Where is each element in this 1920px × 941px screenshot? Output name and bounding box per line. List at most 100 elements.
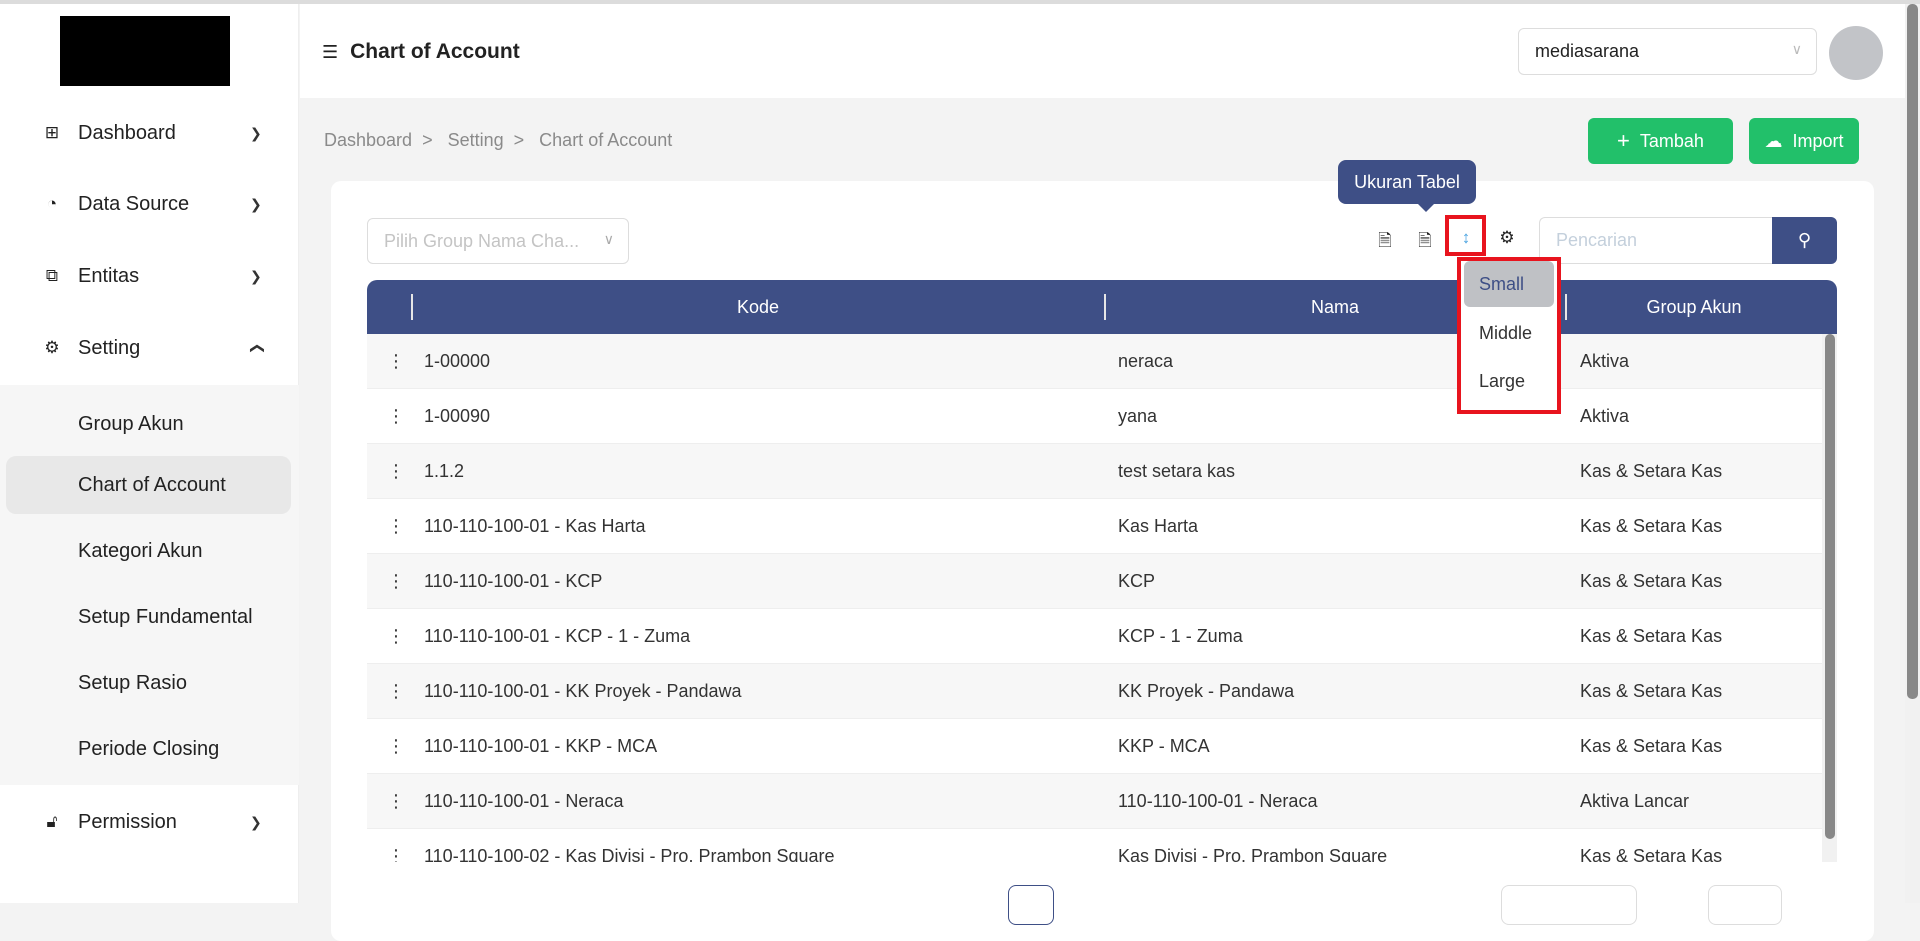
sidebar: ⊞ Dashboard ❯ ◔ Data Source ❯ ⧉ Entitas ❯ ⚙ Set… — [0, 4, 299, 903]
cell-kode: 1.1.2 — [424, 461, 465, 481]
row-actions-menu[interactable]: ⋮ — [387, 736, 405, 756]
table-row[interactable]: ⋮ 110-110-100-01 - Neraca 110-110-100-01 -… — [367, 774, 1822, 829]
company-select[interactable]: mediasarana ∨ — [1518, 28, 1817, 75]
pagination-page[interactable] — [1008, 885, 1054, 925]
menu-collapse-icon[interactable]: ☰ — [322, 41, 339, 62]
table-size-tooltip: Ukuran Tabel — [1338, 160, 1476, 212]
column-nama[interactable]: Nama — [1310, 296, 1359, 317]
gear-icon[interactable]: ⚙ — [1499, 228, 1515, 247]
search-input[interactable]: Pencarian — [1539, 217, 1773, 264]
page-scrollbar[interactable] — [1905, 4, 1920, 903]
cell-nama: test setara kas — [1118, 461, 1236, 481]
add-button[interactable]: + Tambah — [1588, 118, 1733, 164]
avatar[interactable] — [1829, 26, 1883, 80]
cell-kode: 1-00000 — [424, 351, 491, 371]
sidebar-item-data-source[interactable]: ◔ Data Source ❯ — [0, 179, 299, 229]
lock-icon: 🔓︎ — [46, 812, 58, 831]
cell-kode: 1-00090 — [424, 406, 491, 426]
table-body: ⋮ 1-00000 neraca Aktiva ⋮ 1-00090 yana Aktiva ⋮ 1… — [367, 334, 1822, 862]
plus-icon: + — [1617, 128, 1630, 153]
page-scroll-thumb[interactable] — [1907, 4, 1918, 699]
submenu-setup-rasio[interactable]: Setup Rasio — [78, 671, 187, 694]
row-actions-menu[interactable]: ⋮ — [387, 681, 405, 701]
size-option-small[interactable]: Small — [1464, 261, 1554, 307]
breadcrumb-setting[interactable]: Setting — [447, 130, 504, 150]
page-size-select[interactable] — [1501, 885, 1637, 925]
goto-page-input[interactable] — [1708, 885, 1782, 925]
column-kode[interactable]: Kode — [736, 296, 780, 317]
submenu-kategori-akun[interactable]: Kategori Akun — [78, 539, 203, 562]
cloud-upload-icon: ☁ — [1764, 130, 1783, 151]
cell-group-akun: Aktiva Lancar — [1580, 791, 1690, 811]
table-row[interactable]: ⋮ 110-110-100-02 - Kas Divisi - Pro. Pram… — [367, 829, 1822, 862]
breadcrumb-dashboard[interactable]: Dashboard — [324, 130, 413, 150]
breadcrumb-current: Chart of Account — [539, 130, 673, 150]
group-filter-select[interactable]: Pilih Group Nama Cha... ∨ — [367, 218, 629, 264]
search-icon: ⚲ — [1797, 230, 1812, 250]
sidebar-item-entitas[interactable]: ⧉ Entitas ❯ — [0, 251, 299, 301]
table-row[interactable]: ⋮ 110-110-100-01 - KCP - 1 - Zuma KCP - 1 … — [367, 609, 1822, 664]
chevron-down-icon: ∨ — [1791, 41, 1802, 57]
submenu-chart-of-account[interactable]: Chart of Account — [6, 456, 291, 514]
row-actions-menu[interactable]: ⋮ — [387, 461, 405, 481]
submenu-setup-fundamental[interactable]: Setup Fundamental — [78, 605, 253, 628]
table-scroll-thumb[interactable] — [1825, 334, 1835, 839]
setting-submenu: Group Akun Chart of Account Kategori Aku… — [0, 385, 299, 785]
highlight-box — [1445, 215, 1486, 256]
cell-group-akun: Kas & Setara Kas — [1580, 516, 1723, 536]
table-row[interactable]: ⋮ 110-110-100-01 - KCP KCP Kas & Setara Kas — [367, 554, 1822, 609]
row-actions-menu[interactable]: ⋮ — [387, 571, 405, 591]
cell-nama: 110-110-100-01 - Neraca — [1118, 791, 1318, 811]
column-group-akun[interactable]: Group Akun — [1646, 296, 1742, 317]
cell-kode: 110-110-100-01 - KKP - MCA — [424, 736, 658, 756]
search-button[interactable]: ⚲ — [1772, 217, 1837, 264]
cell-group-akun: Kas & Setara Kas — [1580, 846, 1723, 862]
chevron-down-icon: ❯ — [250, 267, 262, 284]
sidebar-item-dashboard[interactable]: ⊞ Dashboard ❯ — [0, 108, 299, 158]
row-actions-menu[interactable]: ⋮ — [387, 351, 405, 371]
import-button[interactable]: ☁ Import — [1749, 118, 1859, 164]
size-option-middle[interactable]: Middle — [1479, 322, 1533, 343]
table-row[interactable]: ⋮ 1-00000 neraca Aktiva — [367, 334, 1822, 389]
row-actions-menu[interactable]: ⋮ — [387, 516, 405, 536]
sidebar-item-setting[interactable]: ⚙ Setting ❯ — [0, 323, 299, 373]
chevron-down-icon: ∨ — [603, 231, 614, 247]
top-border — [0, 0, 1920, 4]
cell-group-akun: Kas & Setara Kas — [1580, 626, 1723, 646]
cell-nama: Kas Divisi - Pro. Prambon Square — [1118, 846, 1388, 862]
cell-kode: 110-110-100-01 - Neraca — [424, 791, 624, 811]
cell-kode: 110-110-100-01 - KK Proyek - Pandawa — [424, 681, 742, 701]
column-divider — [1104, 294, 1106, 320]
table-row[interactable]: ⋮ 110-110-100-01 - KK Proyek - Pandawa KK … — [367, 664, 1822, 719]
table-row[interactable]: ⋮ 110-110-100-01 - KKP - MCA KKP - MCA Kas … — [367, 719, 1822, 774]
pdf-export-icon[interactable]: 🗎 — [1378, 231, 1392, 250]
row-actions-menu[interactable]: ⋮ — [387, 846, 405, 862]
table-row[interactable]: ⋮ 1-00090 yana Aktiva — [367, 389, 1822, 444]
cell-nama: KCP - 1 - Zuma — [1118, 626, 1243, 646]
submenu-periode-closing[interactable]: Periode Closing — [78, 737, 220, 760]
submenu-group-akun[interactable]: Group Akun — [78, 412, 184, 435]
row-actions-menu[interactable]: ⋮ — [387, 626, 405, 646]
row-actions-menu[interactable]: ⋮ — [387, 791, 405, 811]
excel-export-icon[interactable]: 🗎 — [1418, 231, 1432, 250]
column-divider — [1565, 294, 1567, 320]
cell-kode: 110-110-100-01 - KCP - 1 - Zuma — [424, 626, 691, 646]
logo — [60, 16, 230, 86]
breadcrumb: Dashboard > Setting > Chart of Account — [324, 130, 673, 150]
cell-kode: 110-110-100-02 - Kas Divisi - Pro. Pramb… — [424, 846, 835, 862]
header: ☰ Chart of Account mediasarana ∨ — [300, 4, 1905, 98]
cell-kode: 110-110-100-01 - KCP — [424, 571, 603, 591]
chevron-up-icon: ❯ — [247, 342, 264, 354]
size-option-large[interactable]: Large — [1479, 370, 1526, 391]
cell-group-akun: Kas & Setara Kas — [1580, 736, 1723, 756]
table-scrollbar[interactable] — [1822, 334, 1837, 862]
table-row[interactable]: ⋮ 110-110-100-01 - Kas Harta Kas Harta Kas … — [367, 499, 1822, 554]
sidebar-item-permission[interactable]: 🔓︎ Permission ❯ — [0, 797, 299, 847]
cell-kode: 110-110-100-01 - Kas Harta — [424, 516, 646, 536]
gear-icon: ⚙ — [44, 338, 60, 357]
row-actions-menu[interactable]: ⋮ — [387, 406, 405, 426]
pie-chart-icon: ◔ — [46, 194, 58, 213]
table-row[interactable]: ⋮ 1.1.2 test setara kas Kas & Setara Kas — [367, 444, 1822, 499]
chevron-down-icon: ❯ — [250, 195, 262, 212]
table-size-icon[interactable]: ↕ — [1461, 228, 1471, 247]
